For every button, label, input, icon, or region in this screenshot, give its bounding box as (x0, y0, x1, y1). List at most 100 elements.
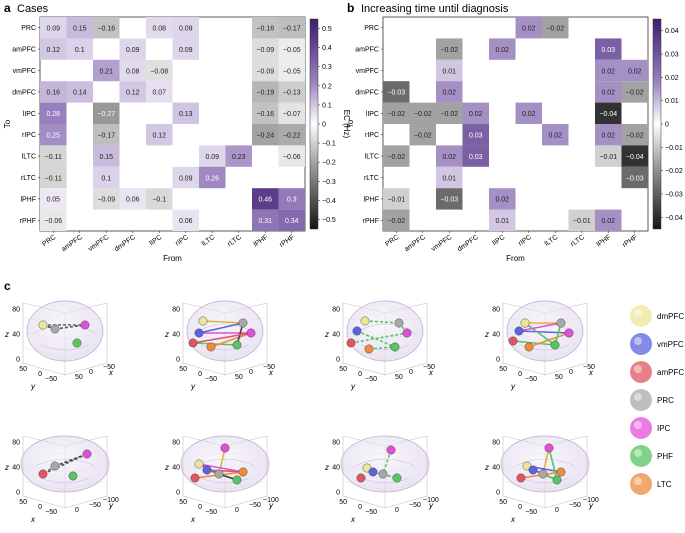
lower-right-tick-label: −50 (249, 502, 261, 509)
heatmap-cell-label: 0.07 (152, 90, 166, 97)
heatmap-cell-label: −0.02 (440, 111, 458, 118)
heatmap-cell-label: 0.16 (46, 90, 60, 97)
legend-swatch-highlight (634, 309, 642, 317)
colorbar-tick-label: 0.5 (322, 26, 332, 33)
lower-left-tick-label: −50 (365, 376, 377, 383)
lower-right-tick-label: −50 (583, 364, 595, 371)
heatmap-cell (383, 102, 410, 124)
z-tick-label: 0 (16, 357, 20, 364)
heatmap-cell-label: −0.03 (626, 175, 644, 182)
y-tick-label: vmPFC (356, 68, 379, 75)
x-tick-label: rPHF (621, 234, 638, 249)
heatmap-cell-label: 0.15 (99, 154, 113, 161)
legend-item: dmPFC (630, 305, 684, 327)
colorbar (652, 18, 662, 230)
z-tick-label: 40 (172, 332, 180, 339)
legend-swatch (630, 473, 652, 495)
x-tick-label: dmPFC (113, 234, 136, 253)
lower-right-tick-label: 0 (569, 369, 573, 376)
colorbar-title: EC (Hz) (342, 110, 351, 139)
lower-left-tick-label: 0 (518, 504, 522, 511)
heatmap-cell-label: 0.02 (601, 90, 615, 97)
z-tick-label: 80 (172, 440, 180, 447)
colorbar-tick-label: 0 (665, 122, 669, 129)
legend-swatch (630, 333, 652, 355)
heatmap-cell-label: −0.09 (97, 197, 115, 204)
heatmap-cell-label: 0.15 (73, 26, 87, 33)
lower-left-tick-label: −50 (525, 376, 537, 383)
lower-left-axis-label: x (190, 515, 196, 524)
region-node (190, 473, 200, 483)
heatmap-cell-label: −0.1 (152, 197, 166, 204)
region-legend: dmPFC vmPFC amPFC PRC IPC PHF LTC (630, 305, 684, 495)
heatmap-cell-label: −0.11 (45, 175, 62, 182)
heatmap-cell-label: −0.02 (626, 133, 644, 140)
heatmap-cell (172, 38, 199, 60)
connection-edge (54, 453, 88, 467)
connection-edge (206, 469, 244, 473)
colorbar-tick-label: −0.5 (322, 217, 336, 224)
legend-swatch-highlight (634, 393, 642, 401)
heatmap-cell-label: 0.08 (126, 68, 140, 75)
heatmap-cell (252, 59, 279, 82)
connection-edge (202, 320, 244, 324)
heatmap-cell-label: 0.12 (152, 133, 166, 140)
heatmap-cell (252, 102, 279, 124)
heatmap-cell-label: −0.06 (44, 218, 62, 225)
heatmap-cell (542, 124, 569, 146)
region-node (356, 473, 366, 483)
region-node (198, 316, 208, 326)
heatmap-cell (621, 124, 648, 146)
heatmap-cell-label: −0.07 (283, 111, 301, 118)
heatmap-cell-label: 0.09 (179, 175, 193, 182)
region-node (82, 449, 92, 459)
legend-swatch-highlight (634, 477, 642, 485)
x-tick-label: rIPC (517, 234, 532, 248)
colorbar-tick-label: 0.4 (322, 45, 332, 52)
region-node (544, 443, 554, 453)
z-tick-label: 80 (12, 440, 20, 447)
region-node (552, 475, 562, 485)
legend-swatch-highlight (634, 449, 642, 457)
y-tick-label: amPFC (355, 47, 379, 54)
region-node (390, 342, 400, 352)
lower-right-tick-label: −50 (103, 364, 115, 371)
heatmap-cell (252, 38, 279, 60)
heatmap-cell (436, 166, 463, 189)
brain-contour (200, 477, 250, 484)
heatmap-cell (621, 81, 648, 103)
heatmap-cell (199, 166, 226, 189)
heatmap-cell-label: 0.23 (232, 154, 246, 161)
lower-left-tick-label: −50 (365, 509, 377, 516)
lower-right-tick-label: 50 (395, 374, 403, 381)
y-tick-label: dmPFC (12, 89, 36, 96)
brain-contour (40, 344, 90, 351)
heatmap-cell-label: −0.09 (256, 47, 274, 54)
heatmap-cell (436, 102, 463, 124)
heatmap-cell-label: 0.3 (287, 197, 297, 204)
lower-left-tick-label: 50 (339, 366, 347, 373)
brain-surface (340, 435, 430, 493)
lower-right-tick-label: 50 (555, 374, 563, 381)
heatmap-cell-label: 0.09 (46, 26, 60, 33)
region-node (508, 336, 518, 346)
region-node (206, 342, 216, 352)
region-node (392, 473, 402, 483)
lower-left-tick-label: 0 (38, 504, 42, 511)
lower-left-tick-label: −50 (205, 509, 217, 516)
lower-right-tick-label: 0 (89, 369, 93, 376)
colorbar-tick-label: −0.1 (322, 141, 336, 148)
heatmap-cell (595, 38, 622, 60)
brain-contour (360, 344, 410, 351)
region-node (516, 473, 526, 483)
heatmap-cell (252, 17, 279, 39)
legend-item: PRC (630, 389, 674, 411)
region-node (368, 467, 378, 477)
legend-item: LTC (630, 473, 672, 495)
legend-label: dmPFC (657, 312, 684, 321)
connection-edge (198, 322, 244, 334)
y-axis-title: To (346, 119, 355, 128)
z-tick-label: 40 (12, 465, 20, 472)
